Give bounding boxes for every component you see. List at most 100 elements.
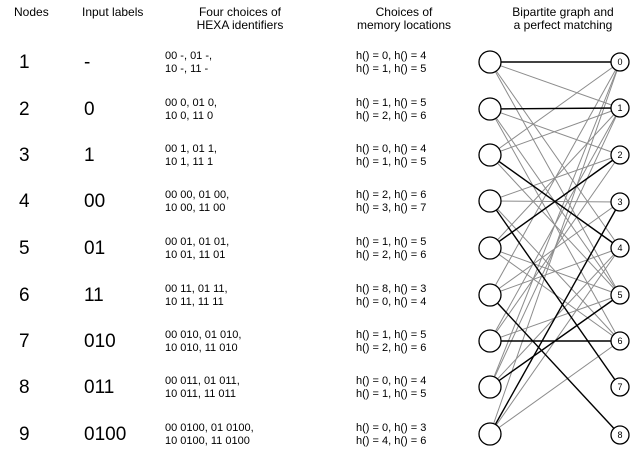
hexa-identifiers: 00 11, 01 11, 10 11, 11 11 [165, 283, 228, 309]
header-hexa: Four choices of HEXA identifiers [175, 6, 305, 32]
memory-choices: h() = 8, h() = 3 h() = 0, h() = 4 [356, 283, 426, 309]
left-node-circle [478, 422, 502, 446]
graph-edge [489, 61, 621, 109]
graph-edge [489, 61, 621, 249]
hexa-line1: 00 010, 01 010, [165, 329, 242, 341]
memory-choices: h() = 0, h() = 4 h() = 1, h() = 5 [356, 375, 426, 401]
graph-edge [489, 61, 621, 296]
hexa-line2: 10 010, 11 010 [165, 342, 238, 354]
hexa-line2: 10 11, 11 11 [165, 296, 224, 308]
hexa-identifiers: 00 0100, 01 0100, 10 0100, 11 0100 [165, 422, 254, 448]
input-label: - [84, 52, 91, 73]
memory-choices: h() = 2, h() = 6 h() = 3, h() = 7 [356, 189, 426, 215]
memory-choices: h() = 1, h() = 5 h() = 2, h() = 6 [356, 236, 426, 262]
hexa-line2: 10 -, 11 - [165, 63, 209, 75]
node-number: 5 [19, 238, 30, 259]
hexa-identifiers: 00 01, 01 01, 10 01, 11 01 [165, 236, 229, 262]
matching-edge [489, 201, 621, 435]
header-graph-line2: a perfect matching [513, 18, 613, 32]
memory-line2: h() = 1, h() = 5 [356, 156, 427, 168]
hexa-line1: 00 0, 01 0, [165, 97, 217, 109]
table-row: 8 011 00 011, 01 011, 10 011, 11 011 h() = 0… [0, 373, 470, 413]
hexa-identifiers: 00 011, 01 011, 10 011, 11 011 [165, 375, 240, 401]
header-graph: Bipartite graph and a perfect matching [493, 6, 633, 32]
hexa-identifiers: 00 0, 01 0, 10 0, 11 0 [165, 97, 217, 123]
matching-edge [489, 294, 621, 388]
memory-location-circle [610, 425, 630, 445]
input-label: 011 [84, 377, 115, 398]
memory-location-circle [610, 52, 630, 72]
hexa-identifiers: 00 -, 01 -, 10 -, 11 - [165, 50, 212, 76]
memory-location-circle [610, 285, 630, 305]
table-row: 6 11 00 11, 01 11, 10 11, 11 11 h() = 8, h()… [0, 281, 470, 321]
hexa-identifiers: 00 010, 01 010, 10 010, 11 010 [165, 329, 241, 355]
table-row: 5 01 00 01, 01 01, 10 01, 11 01 h() = 1, h()… [0, 234, 470, 274]
hexa-line1: 00 01, 01 01, [165, 236, 230, 248]
hexa-identifiers: 00 00, 01 00, 10 00, 11 00 [165, 189, 229, 215]
node-number: 9 [19, 424, 30, 445]
node-number: 3 [19, 145, 30, 166]
memory-line1: h() = 2, h() = 6 [356, 189, 427, 201]
hexa-line1: 00 -, 01 -, [165, 50, 213, 62]
node-number: 1 [19, 52, 30, 73]
left-node-circle [478, 329, 502, 353]
memory-location-circle [610, 377, 630, 397]
memory-location-label: 2 [617, 150, 622, 160]
header-memory-line2: memory locations [356, 18, 452, 32]
left-node-circle [478, 236, 502, 260]
node-number: 7 [19, 331, 30, 352]
graph-edge [489, 340, 621, 435]
header-graph-line1: Bipartite graph and [512, 5, 614, 19]
hexa-line1: 00 00, 01 00, [165, 189, 230, 201]
memory-line2: h() = 0, h() = 4 [356, 296, 427, 308]
memory-location-label: 6 [617, 336, 622, 346]
memory-choices: h() = 0, h() = 3 h() = 4, h() = 6 [356, 422, 426, 448]
hexa-identifiers: 00 1, 01 1, 10 1, 11 1 [165, 143, 217, 169]
memory-line2: h() = 1, h() = 5 [356, 388, 427, 400]
header-hexa-line1: Four choices of [198, 5, 282, 19]
edges [489, 61, 621, 436]
input-label: 01 [84, 238, 106, 259]
input-label: 00 [84, 191, 106, 212]
graph-edge [489, 61, 621, 435]
node-number: 4 [19, 191, 30, 212]
input-label: 010 [84, 331, 116, 352]
hexa-line2: 10 1, 11 1 [165, 156, 214, 168]
memory-line2: h() = 3, h() = 7 [356, 202, 427, 214]
memory-line1: h() = 0, h() = 3 [356, 422, 427, 434]
memory-line1: h() = 8, h() = 3 [356, 283, 427, 295]
left-node-circle [478, 143, 502, 167]
node-number: 6 [19, 285, 30, 306]
header-nodes: Nodes [14, 6, 49, 19]
table-row: 9 0100 00 0100, 01 0100, 10 0100, 11 0100 h(… [0, 420, 470, 460]
left-node-circle [478, 375, 502, 399]
left-node-circle [478, 283, 502, 307]
memory-location-circle [610, 238, 630, 258]
node-number: 2 [19, 99, 30, 120]
hexa-line1: 00 0100, 01 0100, [165, 422, 254, 434]
memory-location-circle [610, 145, 630, 165]
memory-choices: h() = 0, h() = 4 h() = 1, h() = 5 [356, 50, 426, 76]
memory-line2: h() = 2, h() = 6 [356, 342, 427, 354]
hexa-line2: 10 00, 11 00 [165, 202, 226, 214]
memory-line2: h() = 2, h() = 6 [356, 110, 427, 122]
hexa-line1: 00 1, 01 1, [165, 143, 217, 155]
hexa-line2: 10 011, 11 011 [165, 388, 236, 400]
node-number: 8 [19, 377, 30, 398]
header-memory: Choices of memory locations [348, 6, 460, 32]
memory-location-circle [610, 192, 630, 212]
header-nodes-label: Nodes [14, 5, 49, 19]
memory-line1: h() = 0, h() = 4 [356, 50, 427, 62]
memory-location-label: 0 [617, 57, 622, 67]
memory-line2: h() = 4, h() = 6 [356, 435, 427, 447]
memory-line2: h() = 2, h() = 6 [356, 249, 427, 261]
hexa-line2: 10 0, 11 0 [165, 110, 214, 122]
memory-line1: h() = 1, h() = 5 [356, 329, 427, 341]
memory-choices: h() = 1, h() = 5 h() = 2, h() = 6 [356, 329, 426, 355]
hexa-line2: 10 01, 11 01 [165, 249, 226, 261]
memory-choices: h() = 0, h() = 4 h() = 1, h() = 5 [356, 143, 426, 169]
memory-line1: h() = 0, h() = 4 [356, 375, 427, 387]
left-node-circle [478, 97, 502, 121]
